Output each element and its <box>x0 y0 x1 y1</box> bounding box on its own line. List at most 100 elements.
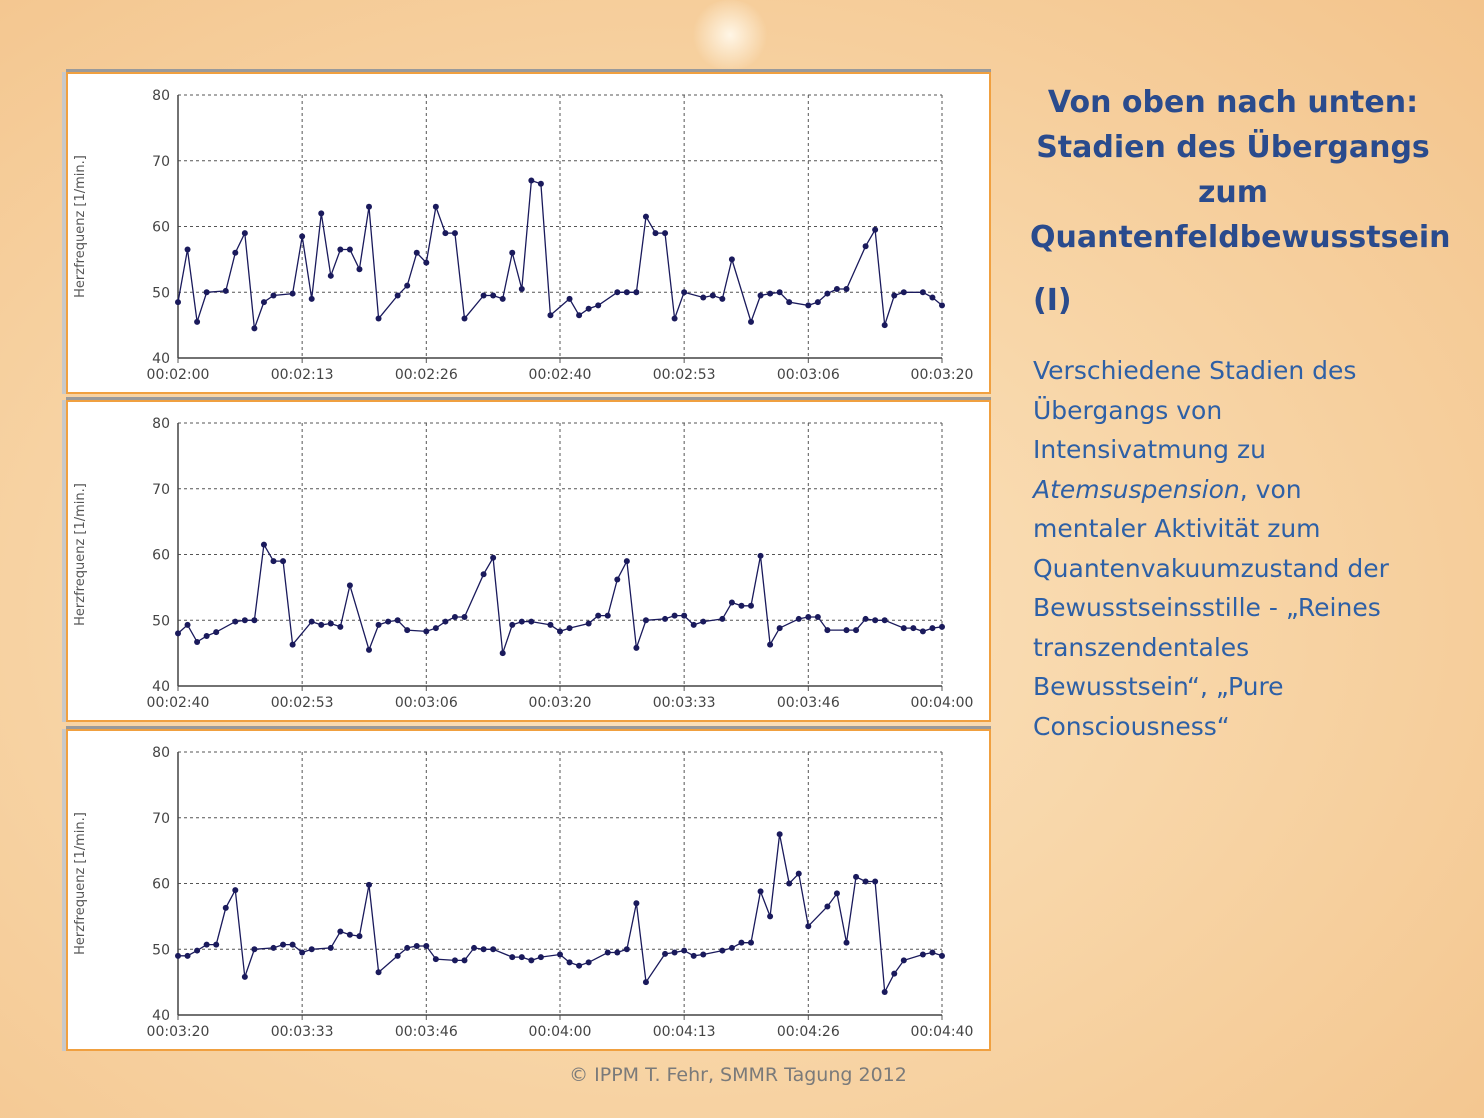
x-tick-label: 00:03:46 <box>395 1024 458 1040</box>
x-tick-label: 00:02:53 <box>653 367 716 383</box>
data-point <box>662 230 669 237</box>
data-point <box>432 203 439 210</box>
data-point <box>213 941 220 948</box>
data-point <box>490 554 497 561</box>
data-point <box>929 949 936 956</box>
data-point <box>509 621 516 628</box>
data-point <box>222 904 229 911</box>
data-point <box>280 941 287 948</box>
data-point <box>566 625 573 632</box>
data-point <box>528 618 535 625</box>
data-point <box>767 641 774 648</box>
heart-rate-chart-1: 40 50 60 70 80 00:02:00 00:02:13 00:02:26 00:02:… <box>73 88 973 383</box>
data-point <box>547 312 554 319</box>
y-tick-label: 40 <box>152 351 170 367</box>
title-line: zum <box>1197 175 1269 210</box>
data-point <box>939 302 945 309</box>
x-tick-label: 00:02:40 <box>147 695 210 711</box>
data-point <box>404 282 411 289</box>
data-point <box>757 888 764 895</box>
data-point <box>757 292 764 299</box>
data-point <box>642 979 649 986</box>
data-point <box>900 625 907 632</box>
data-point <box>585 959 592 966</box>
data-point <box>728 599 735 606</box>
data-point <box>557 951 563 958</box>
data-point <box>251 946 258 953</box>
data-point <box>614 576 621 583</box>
data-point <box>404 627 411 634</box>
data-point <box>776 625 783 632</box>
data-point <box>900 289 907 296</box>
data-point <box>547 621 554 628</box>
data-point <box>814 299 821 306</box>
data-point <box>251 325 258 332</box>
data-point <box>681 947 688 954</box>
data-point <box>700 618 707 625</box>
data-point <box>843 939 850 946</box>
data-point <box>700 951 707 958</box>
data-point <box>423 259 430 266</box>
data-point <box>805 613 812 620</box>
y-tick-label: 70 <box>152 482 170 498</box>
data-point <box>585 305 592 312</box>
data-point <box>767 290 774 297</box>
data-point <box>175 952 181 959</box>
data-point <box>919 628 926 635</box>
data-point <box>394 292 401 299</box>
data-point <box>614 289 621 296</box>
data-point <box>260 541 267 548</box>
light-reflection <box>690 0 770 70</box>
data-point <box>203 289 210 296</box>
data-point <box>451 613 458 620</box>
y-tick-label: 70 <box>152 154 170 170</box>
title-line: Stadien des Übergangs <box>1036 130 1430 165</box>
x-tick-label: 00:04:40 <box>911 1024 974 1040</box>
data-point <box>385 618 392 625</box>
y-tick-label: 70 <box>152 811 170 827</box>
data-point <box>346 931 353 938</box>
data-point <box>480 571 487 578</box>
y-tick-label: 80 <box>152 416 170 432</box>
data-point <box>929 294 936 301</box>
data-point <box>919 289 926 296</box>
data-point <box>671 949 678 956</box>
data-point <box>480 946 487 953</box>
data-point <box>910 625 917 632</box>
data-point <box>289 290 296 297</box>
body-line: Quantenvakuumzustand der <box>1033 553 1389 583</box>
data-point <box>795 615 802 622</box>
data-point <box>719 295 726 302</box>
data-point <box>194 638 201 645</box>
y-tick-label: 60 <box>152 877 170 893</box>
x-tick-label: 00:03:06 <box>777 367 840 383</box>
data-point <box>900 957 907 964</box>
data-point <box>461 957 468 964</box>
data-point <box>738 602 745 609</box>
data-point <box>518 618 525 625</box>
data-point <box>824 903 831 910</box>
data-point <box>394 617 401 624</box>
data-point <box>442 618 449 625</box>
slide-title: Von oben nach unten: Stadien des Übergan… <box>1030 80 1450 260</box>
data-point <box>604 612 611 619</box>
heart-rate-chart-2: 40 50 60 70 80 00:02:40 00:02:53 00:03:06 00:03:… <box>73 416 973 711</box>
data-point <box>576 312 583 319</box>
data-point <box>241 973 248 980</box>
data-point <box>509 954 516 961</box>
data-point <box>222 287 229 294</box>
data-point <box>566 295 573 302</box>
y-tick-label: 80 <box>152 88 170 104</box>
data-point <box>537 180 544 187</box>
data-point <box>881 988 888 995</box>
data-point <box>633 900 640 907</box>
data-point <box>490 292 497 299</box>
x-tick-label: 00:02:53 <box>271 695 334 711</box>
y-tick-label: 50 <box>152 613 170 629</box>
data-point <box>203 941 210 948</box>
data-point <box>499 650 506 657</box>
data-point <box>939 952 945 959</box>
data-point <box>346 246 353 253</box>
data-point <box>748 318 754 325</box>
chart-panel-3: 40 50 60 70 80 00:03:20 00:03:33 00:03:46 00:04:… <box>66 729 991 1051</box>
